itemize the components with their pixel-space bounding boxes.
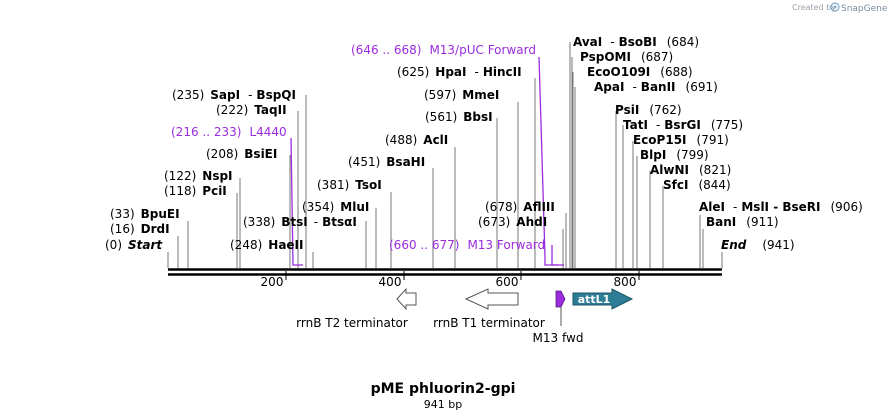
primer-label-l4440: (216 .. 233) L4440 bbox=[171, 125, 287, 139]
ruler-label: 400 bbox=[379, 275, 402, 289]
credit-text: Created by bbox=[792, 3, 836, 12]
feature-m13-fwd[interactable] bbox=[555, 290, 566, 308]
enzyme-label-psii: PsiI (762) bbox=[615, 103, 682, 117]
enzyme-label-apai: ApaI - BanII (691) bbox=[594, 80, 718, 94]
enzyme-label-end: End (941) bbox=[721, 238, 795, 252]
enzyme-label-bbsi: (561) BbsI bbox=[425, 110, 493, 124]
enzyme-label-pspomi: PspOMI (687) bbox=[580, 50, 673, 64]
snapgene-logo-icon bbox=[830, 2, 840, 12]
plasmid-name: pME phluorin2-gpi bbox=[371, 381, 516, 397]
enzyme-label-tati: TatI - BsrGI (775) bbox=[623, 118, 743, 132]
map-title: pME phluorin2-gpi 941 bp bbox=[371, 381, 516, 411]
backbone bbox=[168, 268, 722, 276]
feature-rrnb-t2[interactable] bbox=[396, 287, 417, 311]
enzyme-label-nspi: (122) NspI bbox=[164, 169, 233, 183]
enzyme-label-blpi: BlpI (799) bbox=[640, 148, 709, 162]
feature-attl1[interactable] bbox=[572, 288, 634, 310]
primer-label-m13puc: (646 .. 668) M13/pUC Forward bbox=[351, 43, 536, 57]
primer-labels: (646 .. 668) M13/pUC Forward (216 .. 233)… bbox=[171, 43, 545, 252]
ruler-label: 200 bbox=[261, 275, 284, 289]
credit: Created by SnapGene bbox=[792, 2, 888, 14]
primer-lines bbox=[290, 56, 564, 266]
enzyme-label-acli: (488) AclI bbox=[385, 133, 448, 147]
enzyme-label-haeii: (248) HaeII bbox=[230, 238, 304, 252]
feature-label-rrnb-t1: rrnB T1 terminator bbox=[433, 316, 545, 330]
primer-line-m13puc bbox=[538, 56, 558, 266]
feature-label-rrnb-t2: rrnB T2 terminator bbox=[296, 316, 408, 330]
enzyme-label-avai: AvaI - BsoBI (684) bbox=[573, 35, 699, 49]
ruler-label: 800 bbox=[614, 275, 637, 289]
enzyme-label-ecoo109i: EcoO109I (688) bbox=[587, 65, 693, 79]
enzyme-label-btsi: (338) BtsI - BtsαI bbox=[243, 215, 357, 229]
feature-rrnb-t1[interactable] bbox=[464, 288, 519, 310]
ruler-label: 600 bbox=[496, 275, 519, 289]
enzyme-label-tsoi: (381) TsoI bbox=[317, 178, 382, 192]
enzyme-label-ahdi: (673) AhdI bbox=[478, 215, 547, 229]
enzyme-label-sapi: (235) SapI - BspQI bbox=[172, 88, 296, 102]
enzyme-label-start: (0) Start bbox=[105, 238, 163, 252]
enzyme-label-bani: BanI (911) bbox=[706, 215, 779, 229]
enzyme-label-mmei: (597) MmeI bbox=[424, 88, 499, 102]
enzyme-label-mlui: (354) MluI bbox=[302, 200, 369, 214]
enzyme-label-drdi: (16) DrdI bbox=[110, 222, 170, 236]
features: rrnB T2 terminator rrnB T1 terminator M1… bbox=[296, 287, 634, 345]
enzyme-label-pcii: (118) PciI bbox=[164, 184, 227, 198]
site-lines bbox=[167, 42, 723, 268]
enzyme-label-sfci: SfcI (844) bbox=[663, 178, 731, 192]
primer-line-m13forward bbox=[551, 245, 564, 266]
enzyme-label-afliii: (678) AflIII bbox=[485, 200, 555, 214]
enzyme-labels: (0) Start (16) DrdI (33) BpuEI (118) PciI (1… bbox=[105, 35, 863, 252]
enzyme-label-taqii: (222) TaqII bbox=[216, 103, 287, 117]
enzyme-label-bsiei: (208) BsiEI bbox=[206, 147, 277, 161]
primer-label-m13forward: (660 .. 677) M13 Forward bbox=[389, 238, 545, 252]
enzyme-label-alwni: AlwNI (821) bbox=[650, 163, 731, 177]
primer-line-l4440 bbox=[290, 137, 303, 266]
ruler: 200 400 600 800 bbox=[261, 271, 640, 289]
enzyme-label-bsahi: (451) BsaHI bbox=[348, 155, 425, 169]
feature-label-m13-fwd: M13 fwd bbox=[533, 331, 584, 345]
enzyme-label-bpuei: (33) BpuEI bbox=[110, 207, 180, 221]
brand-text: SnapGene bbox=[841, 4, 888, 14]
enzyme-label-alei: AleI - MslI - BseRI (906) bbox=[699, 200, 863, 214]
plasmid-length: 941 bp bbox=[424, 398, 462, 411]
enzyme-label-ecop15i: EcoP15I (791) bbox=[633, 133, 729, 147]
feature-label-attl1: attL1 bbox=[578, 293, 611, 306]
enzyme-label-hpai: (625) HpaI - HincII bbox=[397, 65, 522, 79]
